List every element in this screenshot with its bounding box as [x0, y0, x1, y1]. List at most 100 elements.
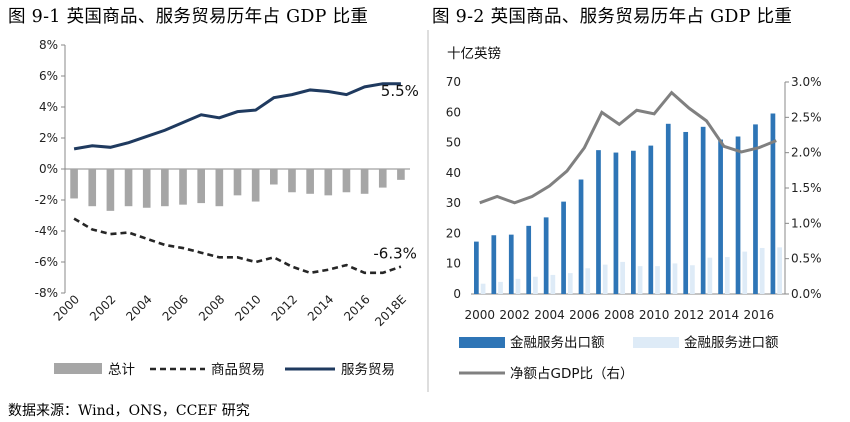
bar-total-2011: [270, 169, 278, 185]
y-tick-label: 4%: [39, 100, 58, 114]
y-tick-label: -4%: [35, 224, 58, 238]
y-tick-label: -6%: [35, 255, 58, 269]
bar-imports-2006: [585, 268, 591, 294]
legend-label-exports: 金融服务出口额: [510, 335, 605, 351]
bar-total-2014: [324, 169, 333, 196]
x-tick-label: 2006: [569, 308, 600, 322]
y-tick-label: 8%: [39, 38, 58, 52]
x-tick-label: 2016: [744, 308, 775, 322]
left-y-tick-label: 60: [446, 105, 461, 119]
bar-exports-2003: [526, 225, 532, 294]
y-tick-label: -8%: [35, 286, 58, 300]
line-goods-trade: [73, 217, 402, 275]
bar-total-2009: [233, 169, 242, 196]
left-y-tick-label: 30: [446, 196, 461, 210]
legend-label-goods: 商品贸易: [211, 362, 265, 378]
figure-2-title: 图 9-2 英国商品、服务贸易历年占 GDP 比重: [432, 7, 793, 27]
bar-exports-2000: [474, 241, 479, 294]
bar-imports-2015: [742, 251, 748, 294]
x-tick-label: 2008: [604, 308, 635, 322]
bar-exports-2017: [770, 113, 776, 294]
left-y-tick-label: 0: [453, 287, 461, 301]
bar-exports-2005: [561, 201, 566, 294]
bar-exports-2015: [735, 136, 741, 294]
bar-exports-2007: [596, 150, 601, 294]
chart-2-svg: 十亿英镑 0 10 20 30 40 50 60 70 0.0% 0.5% 1.0% 1.5% 2.0% 2…: [446, 45, 822, 382]
bar-imports-2017: [777, 247, 782, 294]
right-y-tick-label: 0.5%: [791, 252, 822, 266]
bar-total-2008: [215, 169, 224, 207]
right-y-tick-label: 1.0%: [791, 216, 822, 230]
bar-exports-2006: [578, 179, 584, 294]
y-tick-label: -2%: [35, 193, 58, 207]
bar-imports-2014: [724, 257, 730, 294]
bar-exports-2008: [613, 152, 619, 294]
bar-total-2018E: [397, 169, 405, 180]
bar-total-2000: [70, 169, 78, 199]
left-y-tick-label: 40: [446, 166, 461, 180]
left-y-tick-label: 20: [446, 226, 461, 240]
bar-exports-2009: [631, 150, 636, 294]
bar-total-2016: [360, 169, 369, 194]
y-tick-label: 6%: [39, 69, 58, 83]
bar-imports-2012: [690, 265, 695, 294]
source-note: 数据来源：Wind，ONS，CCEF 研究: [8, 403, 250, 419]
bar-total-2010: [251, 169, 260, 202]
bar-exports-2013: [700, 126, 706, 294]
bar-imports-2009: [637, 266, 643, 294]
bar-imports-2010: [655, 266, 660, 294]
legend-swatch-total: [54, 363, 102, 374]
end-label-goods: -6.3%: [373, 245, 417, 263]
bar-total-2005: [161, 169, 169, 207]
bar-exports-2010: [648, 145, 654, 294]
bar-total-2006: [179, 169, 187, 205]
y-tick-label: 0%: [39, 162, 58, 176]
bar-imports-2005: [567, 273, 573, 294]
x-tick-label: 2004: [534, 308, 565, 322]
x-tick-label: 2002: [499, 308, 530, 322]
bar-imports-2013: [707, 257, 713, 294]
bar-imports-2002: [515, 278, 521, 294]
bar-exports-2002: [508, 234, 514, 294]
left-y-tick-label: 10: [446, 257, 461, 271]
legend-swatch-imports: [633, 337, 679, 348]
bar-exports-2011: [665, 123, 671, 295]
right-y-tick-label: 2.0%: [791, 146, 822, 160]
legend-label-services: 服务贸易: [341, 362, 395, 378]
right-y-tick-label: 0.0%: [791, 287, 822, 301]
bar-imports-2000: [480, 283, 486, 294]
legend-label-ratio: 净额占GDP比（右）: [510, 366, 634, 382]
legend-label-imports: 金融服务进口额: [684, 335, 779, 351]
bar-imports-2016: [759, 247, 765, 294]
end-label-services: 5.5%: [381, 82, 419, 100]
bar-imports-2008: [620, 261, 625, 294]
bar-exports-2001: [491, 235, 497, 294]
line-net-ratio: [479, 90, 777, 205]
y-tick-label: 2%: [39, 131, 58, 145]
line-services-trade: [73, 82, 401, 151]
bar-imports-2003: [533, 276, 538, 294]
x-tick-label: 2014: [709, 308, 740, 322]
left-y-tick-label: 50: [446, 136, 461, 150]
x-tick-label: 2010: [639, 308, 670, 322]
x-tick-label: 2000: [464, 308, 495, 322]
bar-imports-2004: [550, 274, 556, 294]
chart-1-svg: 8%6%4%2%0%-2%-4%-6%-8%5.5%-6.3%2000 2002 2…: [35, 30, 429, 392]
bar-total-2012: [288, 169, 296, 193]
left-y-tick-label: 70: [446, 75, 461, 89]
x-tick-label: 2012: [674, 308, 705, 322]
bar-exports-2014: [718, 139, 723, 294]
bar-total-2013: [306, 169, 314, 194]
left-axis-unit: 十亿英镑: [447, 45, 501, 62]
right-y-tick-label: 2.5%: [791, 110, 822, 124]
bar-total-2002: [106, 169, 115, 211]
bar-imports-2011: [672, 263, 678, 294]
bar-imports-2007: [602, 264, 608, 294]
bar-total-2015: [342, 169, 351, 193]
bar-total-2004: [142, 169, 151, 208]
bar-total-2003: [124, 169, 133, 207]
figure-1-title: 图 9-1 英国商品、服务贸易历年占 GDP 比重: [8, 7, 369, 27]
legend-swatch-exports: [459, 337, 505, 348]
bar-exports-2016: [753, 124, 758, 295]
bar-total-2007: [197, 169, 205, 204]
